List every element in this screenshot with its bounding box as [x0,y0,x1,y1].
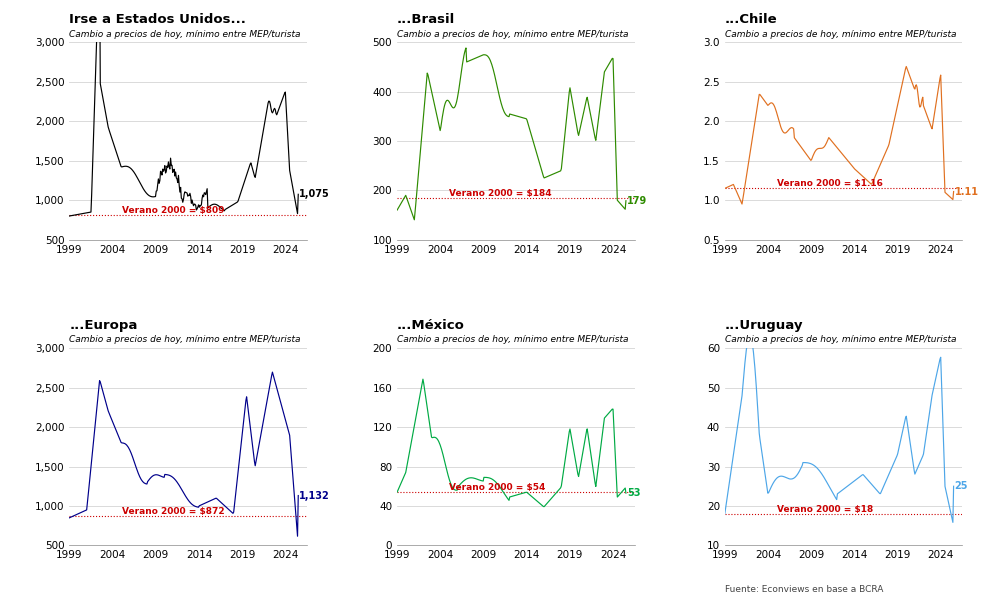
Text: 1.11: 1.11 [954,187,978,196]
Text: Verano 2000 = $18: Verano 2000 = $18 [777,505,873,514]
Text: Verano 2000 = $184: Verano 2000 = $184 [449,189,552,198]
Text: Cambio a precios de hoy, mínimo entre MEP/turista: Cambio a precios de hoy, mínimo entre ME… [397,30,629,39]
Text: Fuente: Econviews en base a BCRA: Fuente: Econviews en base a BCRA [725,585,883,594]
Text: Cambio a precios de hoy, mínimo entre MEP/turista: Cambio a precios de hoy, mínimo entre ME… [725,335,956,344]
Text: 53: 53 [627,488,640,498]
Text: Irse a Estados Unidos...: Irse a Estados Unidos... [69,13,246,26]
Text: ...Uruguay: ...Uruguay [725,319,804,331]
Text: ...Chile: ...Chile [725,13,778,26]
Text: Cambio a precios de hoy, mínimo entre MEP/turista: Cambio a precios de hoy, mínimo entre ME… [69,30,301,39]
Text: Cambio a precios de hoy, mínimo entre MEP/turista: Cambio a precios de hoy, mínimo entre ME… [69,335,301,344]
Text: ...Brasil: ...Brasil [397,13,455,26]
Text: ...México: ...México [397,319,465,331]
Text: ...Europa: ...Europa [69,319,138,331]
Text: Cambio a precios de hoy, mínimo entre MEP/turista: Cambio a precios de hoy, mínimo entre ME… [397,335,629,344]
Text: 25: 25 [954,481,968,491]
Text: 1,075: 1,075 [300,189,330,199]
Text: 179: 179 [627,196,647,205]
Text: Verano 2000 = $1.16: Verano 2000 = $1.16 [777,179,883,188]
Text: Cambio a precios de hoy, mínimo entre MEP/turista: Cambio a precios de hoy, mínimo entre ME… [725,30,956,39]
Text: 1,132: 1,132 [300,490,330,501]
Text: Verano 2000 = $872: Verano 2000 = $872 [122,507,224,516]
Text: Verano 2000 = $809: Verano 2000 = $809 [122,206,224,215]
Text: Verano 2000 = $54: Verano 2000 = $54 [449,483,546,492]
